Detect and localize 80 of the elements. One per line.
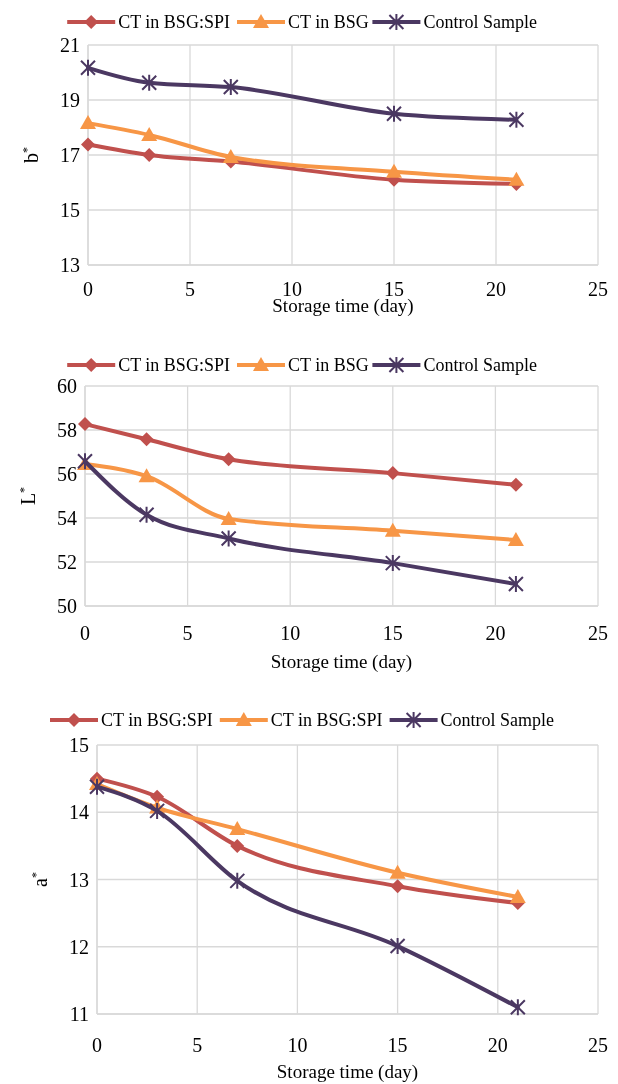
point (507, 532, 524, 546)
x-tick-label: 25 (588, 622, 608, 644)
point (508, 171, 525, 186)
y-tick-label: 60 (57, 375, 77, 397)
x-tick-label: 20 (485, 622, 506, 644)
point (138, 505, 155, 524)
y-tick-label: 13 (69, 868, 89, 891)
x-tick-label: 15 (382, 622, 403, 644)
point (77, 452, 93, 471)
point (229, 871, 246, 890)
x-tick-label: 0 (83, 278, 93, 300)
point (507, 575, 524, 593)
y-tick-label: 21 (60, 34, 80, 56)
legend-label: CT in BSG:SPI (118, 12, 230, 32)
x-tick-label: 0 (92, 1034, 102, 1056)
legend-label: Control Sample (423, 355, 537, 375)
y-tick-label: 15 (60, 199, 80, 221)
y-tick-label: 56 (57, 463, 77, 485)
x-tick-label: 5 (185, 278, 195, 300)
x-tick-label: 10 (280, 622, 301, 644)
point (385, 466, 400, 481)
point (89, 777, 105, 796)
point (150, 789, 165, 804)
point (78, 417, 92, 432)
point (142, 148, 157, 162)
x-axis-title: Storage time (day) (276, 1061, 419, 1083)
point (220, 529, 237, 548)
y-tick-label: 12 (69, 935, 89, 958)
x-tick-label: 25 (588, 1034, 608, 1056)
point (230, 838, 245, 853)
point (141, 73, 158, 92)
point (221, 452, 236, 467)
x-axis-title: Storage time (day) (270, 651, 413, 673)
point (384, 522, 401, 537)
x-tick-label: 20 (487, 1034, 508, 1056)
point (80, 58, 96, 77)
x-tick-label: 0 (80, 622, 90, 644)
y-tick-label: 13 (60, 254, 80, 276)
y-tick-label: 11 (69, 1003, 89, 1025)
point (138, 468, 155, 483)
x-tick-label: 5 (182, 622, 193, 644)
point (508, 477, 523, 492)
point (508, 110, 525, 129)
point (222, 78, 239, 97)
point (384, 554, 401, 573)
y-tick-label: 50 (57, 595, 77, 617)
point (509, 888, 526, 903)
point (386, 163, 402, 178)
y-tick-label: 54 (57, 507, 77, 529)
point (389, 864, 406, 879)
x-tick-label: 25 (588, 278, 608, 300)
point (509, 998, 526, 1017)
legend-label: CT in BSG:SPI (270, 710, 383, 730)
x-tick-label: 20 (486, 278, 506, 300)
point (80, 115, 96, 130)
point (390, 879, 405, 894)
point (386, 104, 402, 123)
point (220, 510, 237, 525)
y-tick-label: 58 (57, 419, 77, 441)
point (389, 937, 406, 956)
point (139, 432, 154, 447)
x-tick-label: 15 (387, 1034, 408, 1056)
point (222, 148, 239, 163)
point (141, 126, 158, 141)
x-tick-label: 5 (192, 1034, 203, 1056)
point (229, 821, 246, 836)
point (81, 137, 95, 152)
y-tick-label: 52 (57, 551, 77, 573)
y-tick-label: 14 (69, 801, 89, 824)
point (149, 801, 166, 820)
legend-label: Control Sample (440, 710, 555, 730)
legend-label: CT in BSG (288, 12, 369, 32)
legend-label: CT in BSG:SPI (118, 355, 230, 375)
x-tick-label: 10 (287, 1034, 308, 1056)
y-tick-label: 17 (60, 144, 80, 166)
y-tick-label: 19 (60, 89, 80, 111)
legend-label: Control Sample (423, 12, 537, 32)
y-tick-label: 15 (69, 734, 89, 756)
legend-label: CT in BSG:SPI (101, 710, 213, 730)
legend-label: CT in BSG (288, 355, 369, 375)
